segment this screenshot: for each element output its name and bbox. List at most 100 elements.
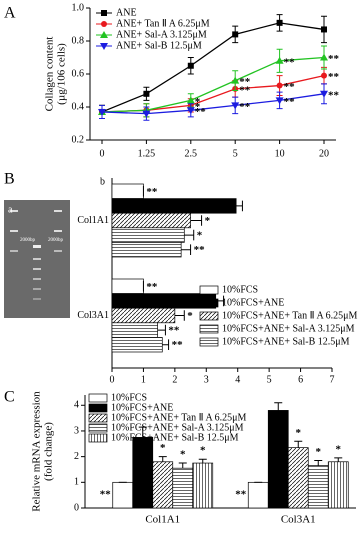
- significance: *: [197, 230, 203, 242]
- legend-swatch: [199, 311, 219, 321]
- x-tick-label: 1: [141, 374, 146, 385]
- point: [142, 110, 151, 118]
- bar: [307, 465, 329, 509]
- legend-label: 10%FCS+ANE+ Tan Ⅱ A 6.25μM: [111, 412, 247, 423]
- x-tick-label: 6: [298, 374, 303, 385]
- bar: [111, 242, 182, 258]
- x-tick-label: 4: [235, 374, 240, 385]
- legend-swatch: [199, 298, 219, 308]
- bar: [172, 467, 194, 509]
- legend-label: 10%FCS+ANE: [222, 297, 284, 308]
- bar: [287, 447, 309, 509]
- legend-label: 10%FCS+ANE+ Sal-A 3.125μM: [222, 323, 355, 334]
- legend-label: 10%FCS: [222, 284, 258, 295]
- panel-label: A: [4, 5, 16, 22]
- bar: [132, 437, 154, 509]
- legend-label: 10%FCS+ANE+ Sal-B 12.5μM: [111, 432, 239, 443]
- significance: *: [316, 446, 322, 458]
- line: [101, 22, 325, 113]
- significance: **: [239, 101, 251, 113]
- point: [101, 21, 107, 27]
- gel-label: a: [8, 204, 13, 215]
- x-tick-label: 3: [204, 374, 209, 385]
- point: [232, 31, 239, 38]
- legend-swatch: [88, 403, 108, 413]
- legend-label: ANE+ Sal-B 12.5μM: [116, 40, 202, 51]
- error-bar: [294, 440, 303, 448]
- point: [231, 102, 240, 110]
- error-bar: [314, 459, 323, 466]
- y-axis-label: (fold change): [43, 422, 55, 481]
- category-label: Col1A1: [77, 215, 109, 226]
- point: [143, 90, 150, 97]
- point: [186, 107, 195, 115]
- significance: **: [194, 244, 206, 256]
- significance: *: [195, 96, 201, 108]
- error-bar: [178, 462, 187, 469]
- legend-swatch: [88, 433, 108, 443]
- significance: *: [195, 101, 201, 113]
- significance: **: [328, 53, 340, 65]
- legend-label: 10%FCS: [111, 392, 147, 403]
- bar: [247, 481, 269, 509]
- point: [275, 97, 284, 105]
- gel-image: a 2000bp 2000bp: [4, 200, 70, 318]
- category-label: Col3A1: [281, 514, 316, 526]
- error-bar: [184, 229, 195, 241]
- y-tick-label: 0: [74, 502, 79, 513]
- legend-label: ANE+ Sal-A 3.125μM: [116, 29, 207, 40]
- error-bar: [138, 426, 147, 438]
- legend-swatch: [199, 324, 219, 334]
- legend-label: 10%FCS+ANE+ Sal-A 3.125μM: [111, 422, 244, 433]
- x-tick-label: 7: [330, 374, 335, 385]
- significance: **: [284, 56, 296, 68]
- point: [187, 62, 194, 69]
- y-tick-label: 4: [74, 400, 79, 411]
- point: [186, 96, 195, 104]
- significance: **: [100, 489, 112, 501]
- x-tick-label: 5: [267, 374, 272, 385]
- x-tick-label: 20: [319, 148, 329, 159]
- bar: [112, 481, 134, 509]
- significance: **: [146, 281, 158, 293]
- error-bar: [157, 324, 166, 336]
- error-bar: [190, 215, 203, 226]
- bar: [111, 278, 144, 294]
- y-axis-label: (µg/106 cells): [56, 43, 68, 105]
- bar: [111, 227, 185, 243]
- bar: [111, 322, 158, 338]
- line: [101, 93, 325, 115]
- significance: *: [296, 427, 302, 439]
- y-tick-label: 2: [74, 451, 79, 462]
- x-tick-label: 0: [110, 374, 115, 385]
- significance: **: [195, 106, 207, 118]
- point: [101, 10, 107, 16]
- bar: [111, 337, 163, 353]
- bar: [327, 461, 349, 509]
- error-bar: [334, 457, 343, 462]
- category-label: Col1A1: [145, 514, 180, 526]
- x-tick-label: 10: [275, 148, 285, 159]
- line: [101, 56, 325, 113]
- y-tick-label: 0.6: [72, 68, 85, 79]
- point: [100, 43, 108, 50]
- x-tick-label: 1.25: [138, 148, 156, 159]
- significance: *: [200, 445, 206, 457]
- point: [321, 26, 327, 33]
- error-bar: [162, 339, 170, 350]
- significance: **: [239, 76, 251, 88]
- point: [320, 90, 328, 98]
- bar: [111, 212, 191, 229]
- panel-label: B: [4, 171, 15, 188]
- significance: **: [146, 186, 158, 198]
- significance: **: [284, 96, 296, 108]
- error-bar: [174, 310, 185, 321]
- significance: **: [235, 489, 247, 501]
- point: [276, 19, 283, 26]
- y-axis-label: Relative mRNA expression: [31, 391, 43, 512]
- significance: *: [205, 215, 211, 227]
- error-bar: [236, 200, 243, 212]
- y-tick-label: 1: [74, 477, 79, 488]
- significance: *: [160, 442, 166, 454]
- y-tick-label: 0.8: [72, 35, 85, 46]
